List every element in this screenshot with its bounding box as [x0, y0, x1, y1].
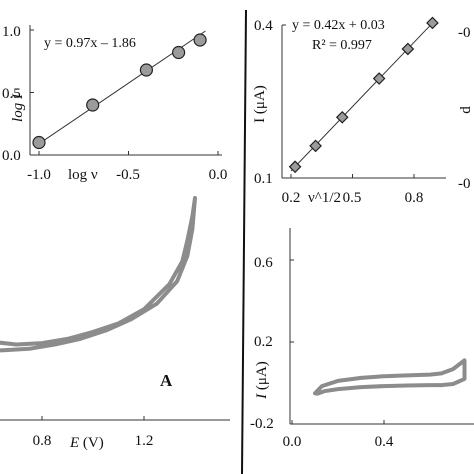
left-inset-xtick-label: 0.0: [209, 167, 228, 183]
panel-divider: [241, 9, 247, 474]
left-inset-ytick-label: 0.0: [2, 148, 21, 164]
right-inset-xtick-label: 0.5: [343, 190, 362, 206]
side-tick-fragment: -0: [458, 25, 471, 41]
panel-label-a: A: [160, 371, 173, 390]
right-main-y-axis-title: I (μA): [254, 361, 270, 400]
left-inset-xtick-label: -1.0: [27, 167, 51, 183]
left-inset-chart: y = 0.97x – 1.86 log I log ν 0.0 0.5 1.0…: [2, 24, 227, 183]
left-inset-data-point: [193, 33, 207, 47]
right-inset-x-axis-title: ν^1/2: [308, 190, 341, 206]
left-inset-y-axis-title: log I: [10, 93, 26, 122]
left-cv-curve: [0, 196, 197, 353]
right-inset-data-point: [372, 72, 386, 85]
right-inset-chart: y = 0.42x + 0.03 R² = 0.997 I (μA) ν^1/2…: [252, 16, 446, 206]
right-inset-data-point: [401, 42, 415, 56]
left-inset-data-point: [172, 45, 186, 60]
left-main-x-axis-unit: (V): [79, 435, 104, 451]
left-inset-data-point: [139, 63, 153, 77]
right-cv-curve: [313, 358, 467, 396]
left-inset-data-point: [86, 98, 100, 112]
side-tick-fragment: -0: [458, 176, 471, 192]
left-inset-equation: y = 0.97x – 1.86: [44, 36, 136, 51]
right-main-xtick-label: 0.4: [375, 434, 394, 450]
right-main-y-axis-symbol: I: [254, 393, 270, 400]
right-inset-ytick-label: 0.4: [254, 18, 273, 34]
left-main-xtick-label: 1.2: [135, 433, 154, 449]
right-inset-ytick-label: 0.1: [254, 171, 273, 187]
left-inset-ytick-label: 1.0: [2, 24, 21, 40]
right-inset-data-point: [309, 139, 322, 153]
right-main-ytick-label: 0.6: [254, 255, 273, 271]
left-main-xtick-label: 0.8: [33, 433, 52, 449]
right-main-xtick-label: 0.0: [283, 434, 302, 450]
left-main-chart: A 0.8 1.2 E (V): [0, 196, 230, 451]
left-inset-x-axis-title: log ν: [68, 167, 98, 183]
left-inset-data-point: [32, 135, 46, 150]
right-inset-data-point: [335, 110, 349, 124]
right-inset-xtick-label: 0.8: [405, 190, 424, 206]
left-inset-ytick-label: 0.5: [2, 86, 21, 102]
right-main-ytick-label: -0.2: [250, 416, 274, 432]
right-main-chart: I (μA) 0.6 0.2 -0.2 0.0 0.4: [250, 228, 474, 450]
right-inset-r-squared: R² = 0.997: [312, 38, 372, 53]
left-main-x-axis-title: E (V): [69, 435, 104, 451]
right-inset-equation: y = 0.42x + 0.03: [292, 18, 385, 33]
right-inset-data-point: [426, 16, 439, 30]
right-inset-data-point: [288, 160, 302, 174]
right-inset-y-axis-title: I (μA): [252, 85, 268, 123]
left-main-x-axis-symbol: E: [69, 435, 79, 451]
right-inset-xtick-label: 0.2: [282, 190, 301, 206]
right-main-y-axis-unit: (μA): [254, 361, 270, 394]
right-main-ytick-label: 0.2: [254, 334, 273, 350]
left-inset-xtick-label: -0.5: [116, 167, 140, 183]
side-tick-fragment: d: [458, 106, 474, 114]
